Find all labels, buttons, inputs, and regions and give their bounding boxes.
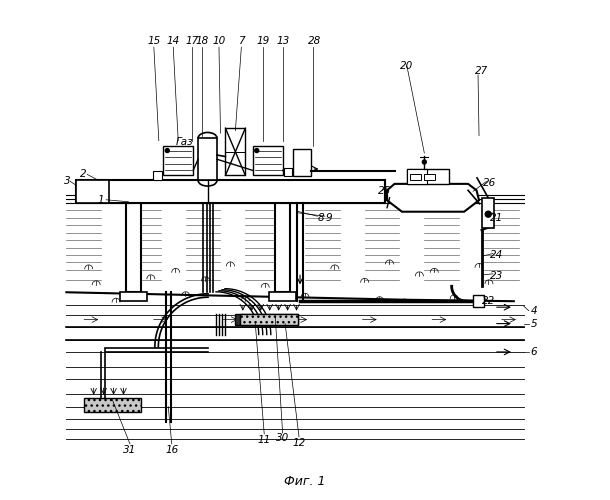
Bar: [226, 128, 245, 176]
Text: 8: 8: [318, 212, 325, 222]
Text: 22: 22: [483, 296, 495, 306]
Text: 17: 17: [185, 36, 198, 46]
Text: 10: 10: [212, 36, 226, 46]
Circle shape: [422, 160, 426, 164]
Text: 5: 5: [531, 318, 537, 328]
Text: 12: 12: [292, 438, 306, 448]
Text: 15: 15: [147, 36, 160, 46]
Text: 1: 1: [98, 195, 104, 205]
Polygon shape: [387, 184, 479, 212]
Text: 31: 31: [123, 445, 137, 455]
Bar: [269, 292, 296, 301]
Text: 25: 25: [378, 186, 391, 196]
Bar: [275, 203, 290, 292]
Text: 3: 3: [64, 176, 71, 186]
Bar: [411, 174, 422, 180]
Text: 13: 13: [276, 36, 290, 46]
Bar: [284, 168, 292, 176]
Bar: [163, 146, 193, 176]
Text: 26: 26: [483, 178, 497, 188]
Bar: [198, 138, 217, 180]
Text: Фиг. 1: Фиг. 1: [284, 474, 326, 488]
Text: 4: 4: [531, 306, 537, 316]
Bar: [76, 180, 109, 203]
Bar: [235, 314, 298, 324]
Text: 20: 20: [400, 61, 414, 71]
Text: 16: 16: [165, 445, 178, 455]
Circle shape: [165, 148, 169, 152]
Bar: [425, 174, 436, 180]
Text: 14: 14: [167, 36, 180, 46]
Text: 21: 21: [490, 212, 503, 222]
Text: Газ: Газ: [175, 136, 193, 146]
Bar: [120, 292, 147, 301]
Text: 24: 24: [490, 250, 503, 260]
Bar: [126, 203, 141, 292]
Bar: [482, 198, 495, 228]
Text: 23: 23: [490, 271, 503, 281]
Text: 9: 9: [326, 212, 332, 222]
Text: 30: 30: [276, 433, 289, 443]
Bar: [407, 169, 427, 184]
Text: 27: 27: [475, 66, 488, 76]
Text: 28: 28: [308, 36, 321, 46]
Bar: [253, 146, 282, 176]
Circle shape: [255, 148, 259, 152]
Bar: [76, 180, 384, 203]
Circle shape: [485, 211, 491, 217]
Text: 19: 19: [256, 36, 270, 46]
Bar: [240, 314, 298, 324]
Text: 18: 18: [195, 36, 209, 46]
Text: 2: 2: [81, 170, 87, 179]
Bar: [293, 149, 312, 176]
Bar: [473, 295, 484, 307]
Bar: [153, 172, 162, 180]
Bar: [407, 169, 449, 184]
Text: 6: 6: [531, 347, 537, 357]
Text: 11: 11: [257, 435, 271, 445]
Bar: [84, 398, 141, 411]
Text: 7: 7: [238, 36, 245, 46]
